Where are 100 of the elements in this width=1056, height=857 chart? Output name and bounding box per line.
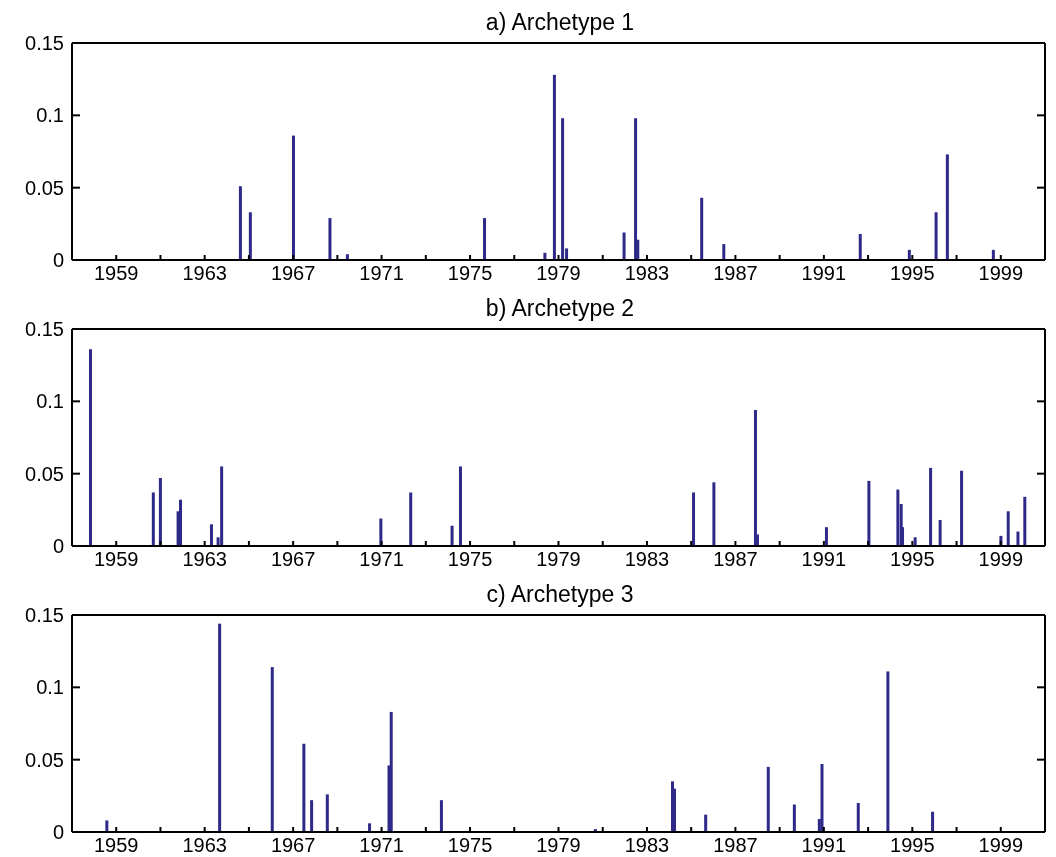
bar	[1023, 496, 1027, 546]
bar	[907, 249, 911, 260]
bar	[291, 135, 295, 260]
bar	[105, 820, 109, 832]
bar	[458, 466, 462, 546]
bar	[368, 823, 372, 832]
bar	[820, 764, 824, 832]
x-tick-label: 1979	[536, 262, 581, 285]
bar	[792, 804, 796, 832]
y-tick-label: 0.05	[25, 176, 64, 199]
bar	[856, 803, 860, 832]
y-tick-label: 0	[52, 535, 64, 558]
x-tick-label: 1959	[93, 834, 139, 857]
y-tick-label: 0.1	[36, 104, 64, 127]
bar	[886, 671, 890, 832]
bar	[220, 466, 224, 546]
chart-title: c) Archetype 3	[486, 581, 634, 607]
bar	[934, 212, 938, 260]
bar	[325, 794, 329, 832]
y-tick-label: 0.15	[25, 604, 64, 627]
x-tick-label: 1983	[624, 262, 670, 285]
y-tick-label: 0.15	[25, 318, 64, 341]
bar	[209, 524, 213, 546]
x-tick-label: 1967	[270, 548, 316, 571]
x-tick-label: 1987	[713, 262, 758, 285]
bar	[328, 218, 332, 260]
bar	[945, 154, 949, 260]
x-tick-label: 1971	[359, 834, 404, 857]
x-tick-label: 1999	[978, 262, 1024, 285]
x-tick-label: 1963	[182, 262, 227, 285]
x-tick-label: 1991	[801, 834, 847, 857]
y-tick-label: 0	[52, 821, 64, 844]
x-tick-label: 1963	[182, 834, 227, 857]
bar	[824, 527, 828, 546]
bar	[1006, 511, 1010, 546]
bar	[409, 492, 413, 546]
bar	[439, 800, 443, 832]
bar	[89, 349, 93, 546]
y-tick-label: 0	[52, 249, 64, 272]
bar	[766, 766, 770, 832]
x-tick-label: 1959	[93, 262, 139, 285]
x-tick-label: 1975	[447, 262, 493, 285]
bar	[704, 814, 708, 832]
bar	[1016, 531, 1020, 546]
bar	[960, 470, 964, 546]
y-tick-label: 0.05	[25, 748, 64, 771]
x-tick-label: 1979	[536, 548, 581, 571]
x-tick-label: 1959	[93, 548, 139, 571]
x-tick-label: 1975	[447, 548, 493, 571]
x-tick-label: 1967	[270, 262, 316, 285]
bar	[310, 800, 314, 832]
bar	[867, 480, 871, 546]
y-tick-label: 0.1	[36, 676, 64, 699]
bar	[931, 811, 935, 832]
bar	[483, 218, 487, 260]
bar	[712, 482, 716, 546]
x-tick-label: 1971	[359, 548, 404, 571]
x-tick-label: 1991	[801, 262, 847, 285]
x-tick-label: 1999	[978, 548, 1024, 571]
bar	[722, 244, 726, 260]
bar	[238, 186, 242, 260]
x-tick-label: 1983	[624, 548, 670, 571]
bar	[151, 492, 155, 546]
bar	[248, 212, 252, 260]
x-tick-label: 1987	[713, 548, 758, 571]
bar	[700, 197, 704, 260]
x-tick-label: 1983	[624, 834, 670, 857]
bar	[218, 623, 222, 832]
x-tick-label: 1971	[359, 262, 404, 285]
bar	[389, 711, 393, 832]
x-tick-label: 1999	[978, 834, 1024, 857]
bar	[938, 519, 942, 546]
bar	[552, 74, 556, 260]
x-tick-label: 1995	[890, 262, 935, 285]
x-tick-label: 1979	[536, 834, 581, 857]
bar	[858, 233, 862, 260]
x-tick-label: 1963	[182, 548, 227, 571]
bar	[270, 667, 274, 832]
x-tick-label: 1967	[270, 834, 316, 857]
bar	[622, 232, 626, 260]
x-tick-label: 1987	[713, 834, 758, 857]
bar	[991, 249, 995, 260]
x-tick-label: 1995	[890, 548, 935, 571]
bar	[634, 118, 638, 260]
bar	[753, 410, 757, 546]
bar	[929, 467, 933, 546]
x-tick-label: 1975	[447, 834, 493, 857]
y-tick-label: 0.15	[25, 32, 64, 55]
y-tick-label: 0.1	[36, 390, 64, 413]
x-tick-label: 1995	[890, 834, 935, 857]
bar	[450, 525, 454, 546]
bar	[896, 489, 900, 546]
bar	[561, 118, 565, 260]
bar	[692, 492, 696, 546]
y-tick-label: 0.05	[25, 462, 64, 485]
bar	[179, 499, 183, 546]
x-tick-label: 1991	[801, 548, 847, 571]
bar	[158, 478, 162, 546]
bar	[302, 743, 306, 832]
bar	[379, 518, 383, 546]
